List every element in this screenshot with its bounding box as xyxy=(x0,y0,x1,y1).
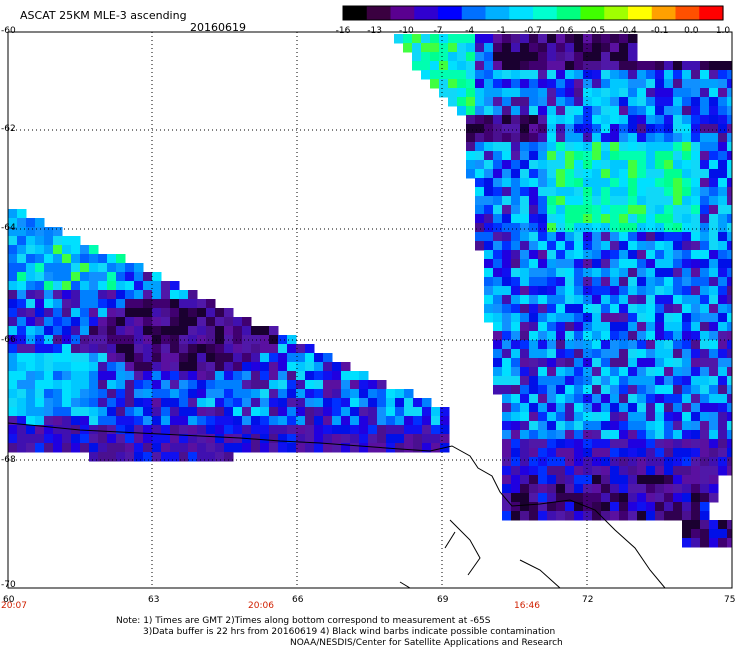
color-bar-swatch xyxy=(651,6,677,20)
time-label: 20:06 xyxy=(248,601,274,611)
color-bar-label: -16 xyxy=(335,26,351,36)
color-bar-label: -4 xyxy=(465,26,475,36)
note-line-3: NOAA/NESDIS/Center for Satellite Applica… xyxy=(290,638,563,648)
color-bar-frame xyxy=(342,5,724,21)
color-bar xyxy=(342,5,724,21)
color-bar-swatch xyxy=(675,6,700,20)
color-bar-label: 1.0 xyxy=(715,26,731,36)
color-bar-swatch xyxy=(604,6,629,20)
lon-label: 63 xyxy=(148,595,160,605)
color-bar-label: -0.4 xyxy=(619,26,637,36)
color-bar-label: -0.6 xyxy=(555,26,574,36)
color-bar-swatch xyxy=(699,6,724,20)
lon-label: 66 xyxy=(292,595,304,605)
color-bar-swatch xyxy=(556,6,582,20)
color-bar-swatch xyxy=(414,6,439,20)
color-bar-label: -0.7 xyxy=(524,26,542,36)
grid-lines xyxy=(8,32,732,588)
color-bar-swatch xyxy=(485,6,510,20)
color-bar-swatch xyxy=(509,6,534,20)
lat-label: -66 xyxy=(1,335,16,345)
color-bar-label: -13 xyxy=(367,26,382,36)
coastline xyxy=(8,422,666,588)
color-bar-label: -10 xyxy=(398,26,414,36)
plot-frame xyxy=(7,31,733,589)
color-bar-swatch xyxy=(533,6,558,20)
color-bar-swatch xyxy=(628,6,653,20)
color-bar-swatch xyxy=(461,6,487,20)
lon-label: 69 xyxy=(437,595,449,605)
note-line-1: Note: 1) Times are GMT 2)Times along bot… xyxy=(116,616,491,626)
lon-label: 60 xyxy=(3,595,15,605)
lat-label: -64 xyxy=(1,223,16,233)
color-bar-swatch xyxy=(343,6,368,20)
color-bar-swatch xyxy=(390,6,415,20)
coastline-inlet xyxy=(399,519,561,588)
color-bar-label: -0.5 xyxy=(587,26,606,36)
lat-label: -70 xyxy=(1,580,16,590)
lat-label: -62 xyxy=(1,124,16,134)
color-bar-label: -7 xyxy=(433,26,443,36)
color-bar-swatch xyxy=(366,6,392,20)
lat-label: -68 xyxy=(1,455,16,465)
color-bar-label: 0.0 xyxy=(684,26,699,36)
color-bar-swatch xyxy=(580,6,605,20)
color-bar-swatch xyxy=(438,6,463,20)
map-title: ASCAT 25KM MLE-3 ascending xyxy=(20,9,187,22)
time-label: 16:46 xyxy=(514,601,540,611)
lon-label: 75 xyxy=(724,595,736,605)
color-bar-label: -0.1 xyxy=(650,26,669,36)
time-label: 20:07 xyxy=(1,601,27,611)
lat-label: -60 xyxy=(1,26,16,36)
note-line-2: 3)Data buffer is 22 hrs from 20160619 4)… xyxy=(143,627,556,637)
color-bar-label: -1 xyxy=(496,26,506,36)
map-date: 20160619 xyxy=(190,21,246,34)
lon-label: 72 xyxy=(582,595,594,605)
